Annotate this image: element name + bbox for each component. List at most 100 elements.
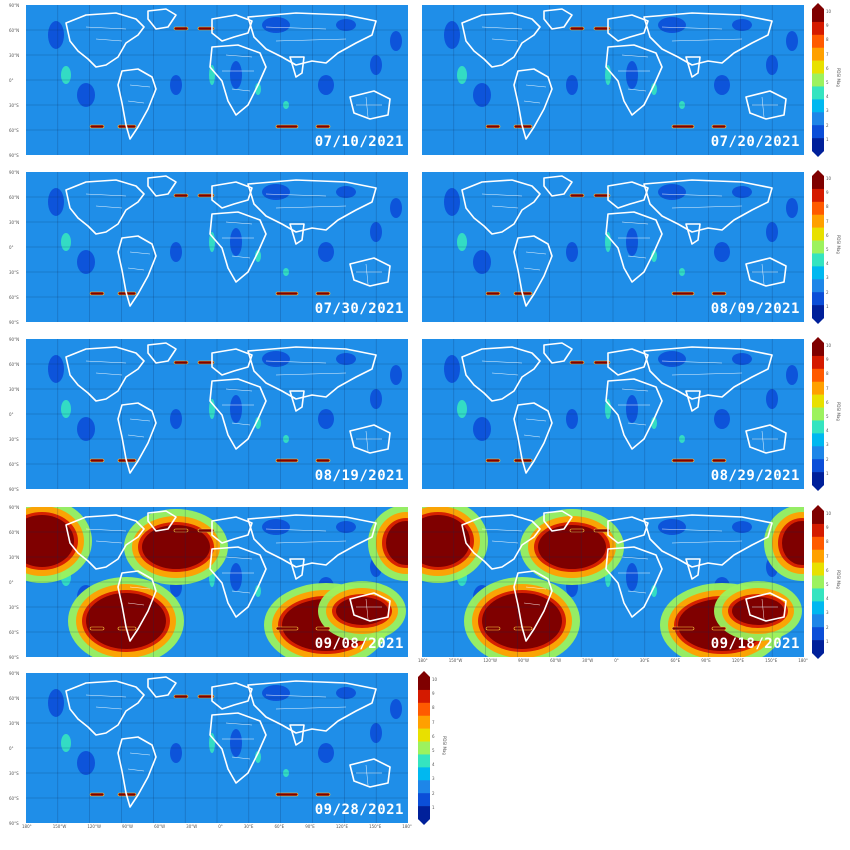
colorbar-swatch (418, 754, 430, 768)
colorbar-label: PDSI Mag (836, 68, 841, 87)
lon-tick-label: 0° (614, 658, 619, 663)
colorbar-swatch (812, 562, 824, 576)
colorbar-swatch (812, 125, 824, 139)
colorbar-swatch (418, 741, 430, 755)
lon-tick-row: 180° 150°W 120°W 90°W 60°W 30°W 0° 30°E 60°E 90°E… (22, 824, 412, 829)
colorbar-tick: 9 (826, 23, 829, 29)
colorbar-tick: 7 (826, 51, 829, 57)
lat-tick-label: 60°S (9, 630, 19, 635)
colorbar-swatch (812, 112, 824, 126)
lon-tick-label: 90°E (701, 658, 711, 663)
lat-tick-label: 0° (9, 78, 14, 83)
colorbar-swatch (812, 253, 824, 267)
colorbar-tick: 5 (826, 247, 829, 252)
lat-tick-label: 30°N (9, 53, 20, 58)
colorbar-swatch (812, 292, 824, 306)
colorbar-tick: 6 (826, 65, 829, 71)
colorbar-tick: 2 (826, 289, 829, 295)
lon-tick-label: 0° (218, 824, 223, 829)
lat-tick-label: 90°N (9, 671, 20, 676)
lat-tick-label: 90°N (9, 337, 20, 342)
colorbar-label: PDSI Mag (836, 402, 841, 421)
colorbar (418, 671, 430, 825)
lon-tick-label: 30°E (639, 658, 650, 663)
lat-tick-label: 30°S (9, 437, 19, 442)
world-map (26, 5, 408, 155)
colorbar-tick: 9 (826, 525, 829, 531)
lat-tick-label: 60°S (9, 128, 19, 133)
lat-tick-label: 60°N (9, 28, 20, 33)
colorbar-label: PDSI Mag (836, 235, 841, 254)
colorbar-tick: 5 (826, 80, 829, 85)
map-panel: 07/20/2021 (422, 5, 804, 155)
colorbar-tick: 6 (826, 567, 829, 573)
lon-tick-label: 150°W (448, 658, 463, 663)
lat-tick-label: 90°S (9, 821, 19, 826)
date-label: 08/09/2021 (710, 301, 800, 317)
lat-tick-label: 90°S (9, 655, 19, 660)
world-map (422, 5, 804, 155)
colorbar (812, 3, 824, 157)
colorbar-swatch (812, 188, 824, 203)
colorbar-tick: 1 (826, 470, 829, 476)
lon-tick-label: 60°E (670, 658, 681, 663)
colorbar-swatch (812, 627, 824, 641)
colorbar-tick: 4 (826, 94, 829, 100)
colorbar-tick: 10 (432, 677, 438, 682)
colorbar-swatch (812, 47, 824, 61)
lon-tick-label: 90°W (517, 658, 530, 663)
map-panel: 08/09/2021 (422, 172, 804, 322)
lon-tick-label: 180° (418, 658, 428, 663)
colorbar-swatch (812, 446, 824, 460)
colorbar-swatch (812, 305, 824, 319)
colorbar-swatch (418, 793, 430, 807)
world-map (422, 172, 804, 322)
colorbar-tick: 8 (826, 204, 829, 210)
colorbar-swatch (418, 728, 430, 742)
colorbar-tick: 5 (826, 582, 829, 587)
colorbar-swatch (418, 806, 430, 820)
date-label: 07/10/2021 (314, 134, 404, 150)
lat-tick-label: 30°S (9, 605, 19, 610)
colorbar-tick: 8 (826, 371, 829, 377)
date-label: 09/28/2021 (314, 802, 404, 818)
lon-tick-label: 30°W (582, 658, 594, 663)
colorbar-tick: 8 (826, 539, 829, 545)
map-panel: 07/10/2021 (26, 5, 408, 155)
colorbar-swatch (812, 343, 824, 357)
lon-tick-label: 60°W (154, 824, 166, 829)
lat-tick-label: 60°S (9, 462, 19, 467)
colorbar-swatch (812, 472, 824, 486)
colorbar-swatch (812, 201, 824, 216)
lon-tick-label: 150°W (52, 824, 67, 829)
lat-tick-label: 30°S (9, 103, 19, 108)
date-label: 07/30/2021 (314, 301, 404, 317)
world-map (422, 339, 804, 489)
colorbar-swatch (418, 689, 430, 704)
colorbar-tick: 8 (432, 705, 435, 711)
map-panel: 08/29/2021 (422, 339, 804, 489)
lat-tick-label: 90°N (9, 170, 20, 175)
colorbar-swatch (812, 266, 824, 280)
colorbar-tick: 3 (826, 108, 829, 114)
colorbar-tick: 3 (826, 610, 829, 616)
lat-tick-label: 30°S (9, 771, 19, 776)
colorbar-tick: 4 (826, 596, 829, 602)
date-label: 07/20/2021 (710, 134, 800, 150)
colorbar-swatch (812, 279, 824, 293)
lat-tick-label: 60°N (9, 362, 20, 367)
colorbar-swatch (812, 73, 824, 87)
colorbar-tick: 9 (826, 357, 829, 363)
world-map (26, 172, 408, 322)
colorbar-tick: 5 (432, 748, 435, 753)
colorbar-tick: 4 (432, 762, 435, 768)
colorbar-swatch (812, 381, 824, 395)
lon-tick-label: 120°E (335, 824, 349, 829)
colorbar-swatch (812, 227, 824, 241)
colorbar-swatch (812, 536, 824, 551)
map-panel: 09/28/2021 (26, 673, 408, 823)
colorbar-tick: 6 (432, 733, 435, 739)
lon-tick-row: 180° 150°W 120°W 90°W 60°W 30°W 0° 30°E 60°E 90°E… (418, 658, 808, 663)
lat-tick-label: 90°S (9, 487, 19, 492)
colorbar-swatch (812, 588, 824, 602)
